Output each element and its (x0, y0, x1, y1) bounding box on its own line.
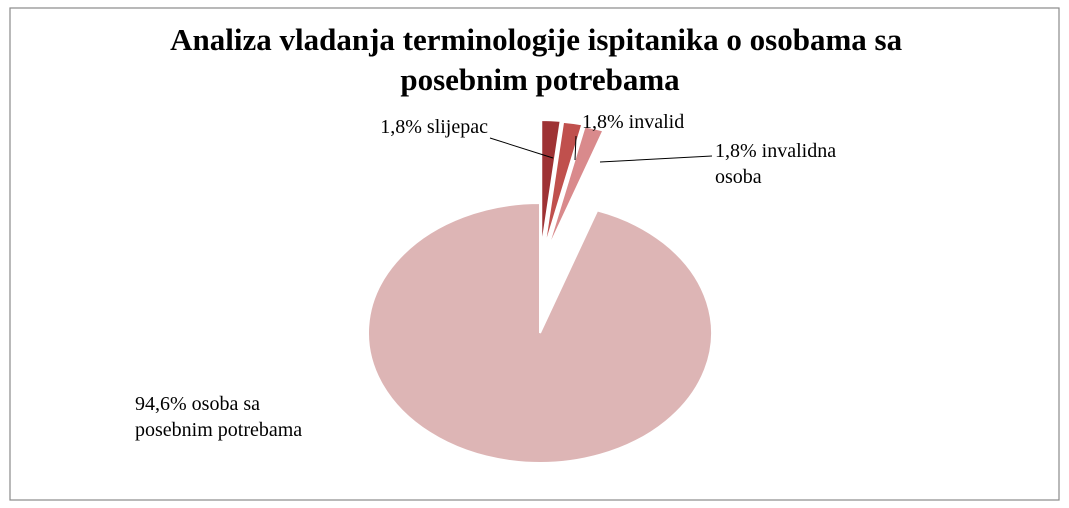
data-label: 94,6% osoba sa posebnim potrebama (135, 393, 302, 441)
data-label: 1,8% invalid (582, 111, 684, 133)
data-label: 1,8% slijepac (380, 116, 488, 138)
data-label: 1,8% invalidna osoba (715, 140, 841, 188)
pie-slice (367, 201, 713, 464)
leader-line (574, 135, 577, 161)
leader-line (489, 137, 554, 159)
pie-slice (545, 125, 605, 254)
pie-slice (542, 120, 584, 252)
chart-title: Analiza vladanja terminologije ispitanik… (170, 22, 910, 97)
leader-line (599, 155, 713, 163)
pie-slice (540, 118, 562, 251)
